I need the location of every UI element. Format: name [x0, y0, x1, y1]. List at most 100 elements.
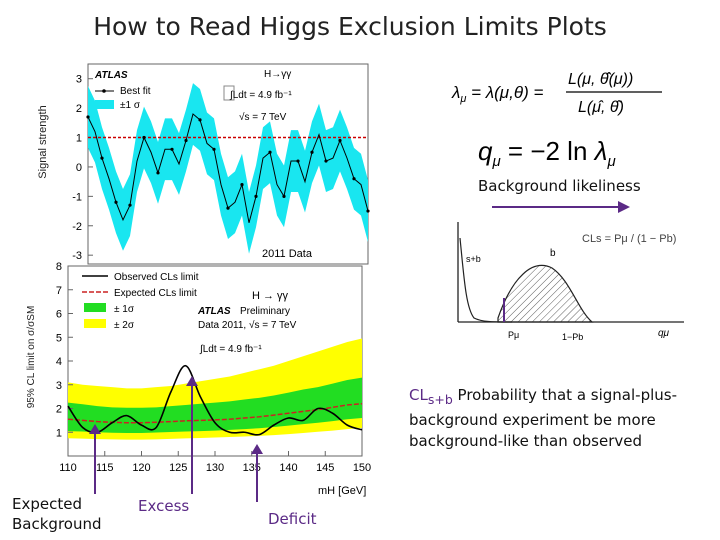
best-fit-point — [170, 147, 174, 151]
legend-best-fit: Best fit — [120, 86, 151, 97]
best-fit-point — [240, 182, 244, 187]
channel-label: H → γγ — [252, 290, 289, 302]
best-fit-point — [142, 135, 146, 140]
y-ticks: -3 -2 -1 0 1 2 3 — [72, 74, 93, 262]
sketch-label-pmu: Pμ — [508, 330, 519, 340]
b-hatched-area — [497, 264, 594, 323]
best-fit-point — [282, 194, 286, 198]
x-tick-label: 115 — [96, 462, 114, 474]
y-tick-label: -3 — [72, 250, 82, 262]
y-tick-label: 1 — [56, 427, 62, 439]
y-tick-label: -2 — [72, 221, 82, 233]
x-ticks: 110 115 120 125 130 135 140 145 150 — [59, 451, 371, 474]
cls-text: Probability that a signal-plus-backgroun… — [409, 386, 678, 450]
expected-background-label: Expected Background — [12, 495, 102, 533]
y-axis-label: 95% CL limit on σ/σSM — [26, 306, 37, 409]
best-fit-point — [324, 159, 328, 163]
x-tick-label: 125 — [169, 462, 187, 474]
likeliness-arrow — [492, 201, 630, 213]
expected-line — [67, 403, 363, 424]
best-fit-point — [268, 150, 272, 154]
legend-observed: Observed CLs limit — [114, 272, 199, 283]
legend-band-swatch — [95, 100, 114, 109]
expected-series — [67, 403, 363, 424]
y-tick-label: 5 — [56, 332, 62, 344]
best-fit-point — [338, 138, 342, 143]
y-tick-label: 7 — [56, 285, 62, 297]
energy-label: √s = 7 TeV — [239, 111, 287, 123]
x-tick-label: 140 — [279, 462, 297, 474]
y-tick-label: 2 — [56, 404, 62, 416]
y-tick-label: 6 — [56, 309, 62, 321]
legend-best-fit-marker — [102, 89, 106, 93]
x-tick-label: 145 — [316, 462, 334, 474]
legend-2sigma-swatch — [84, 319, 106, 328]
y-tick-label: -1 — [72, 191, 82, 203]
excess-arrow-head — [186, 376, 198, 386]
best-fit-point — [226, 206, 230, 210]
one-sigma-band — [68, 377, 362, 433]
cls-description: CLs+b Probability that a signal-plus-bac… — [409, 385, 709, 452]
y-tick-label: 0 — [76, 162, 82, 174]
status-label: Preliminary — [240, 306, 290, 317]
experiment-label: ATLAS — [197, 306, 231, 317]
y-tick-label: 1 — [76, 133, 82, 145]
best-fit-point — [310, 150, 314, 154]
exclusion-limit-chart: 95% CL limit on σ/σSM 1 2 3 4 5 6 7 8 110 115 120… — [26, 262, 371, 502]
best-fit-point — [198, 118, 202, 122]
sketch-label-1pb: 1−Pb — [562, 332, 583, 342]
cls-sketch: s+b b Pμ 1−Pb qμ CLs = Pμ / (1 − Pb) — [457, 222, 684, 342]
deficit-arrow-head — [251, 444, 263, 454]
x-tick-label: 150 — [353, 462, 371, 474]
legend-1sigma-swatch — [84, 303, 106, 312]
best-fit-point — [128, 203, 132, 207]
best-fit-series — [86, 113, 370, 223]
data-year-label: 2011 Data — [262, 248, 313, 260]
background-likeliness-label: Background likeliness — [478, 177, 641, 195]
data-info-label: Data 2011, √s = 7 TeV — [198, 319, 297, 331]
legend-1sigma: ± 1σ — [114, 304, 135, 315]
lumi-box — [223, 85, 235, 101]
lumi-label: ∫Ldt = 4.9 fb⁻¹ — [229, 90, 292, 101]
best-fit-point — [156, 171, 160, 175]
sketch-label-sb: s+b — [466, 254, 481, 264]
channel-label: H→γγ — [264, 69, 291, 80]
best-fit-point — [100, 156, 104, 160]
best-fit-point — [212, 147, 216, 151]
x-axis-label: mH [GeV] — [318, 485, 366, 497]
y-axis-label: Signal strength — [37, 105, 49, 178]
x-tick-label: 135 — [243, 462, 261, 474]
signal-strength-chart: Signal strength -3 -2 -1 0 1 2 3 ATLAS Best fi… — [37, 63, 370, 265]
experiment-label: ATLAS — [94, 70, 128, 81]
best-fit-point — [114, 200, 118, 204]
expected-arrow-head — [89, 424, 101, 434]
sigma-bands — [68, 338, 362, 440]
lambda-equation-text: λμ = λ(μ,θ) = — [451, 83, 543, 105]
observed-line — [67, 364, 363, 436]
sb-curve — [459, 237, 513, 323]
y-tick-label: 3 — [56, 380, 62, 392]
best-fit-point — [86, 115, 90, 119]
best-fit-point — [352, 177, 356, 181]
sketch-axis-label: qμ — [658, 328, 670, 339]
x-tick-label: 110 — [59, 462, 77, 474]
cls-symbol: CLs+b — [409, 386, 453, 407]
lambda-equation: λμ = λ(μ,θ) = L(μ, θ̂̂(μ)) L(μ̂, θ̂) qμ … — [451, 71, 662, 170]
lambda-numerator: L(μ, θ̂̂(μ)) — [568, 71, 633, 88]
best-fit-point — [296, 159, 300, 163]
y-ticks: 1 2 3 4 5 6 7 8 — [56, 262, 73, 439]
x-tick-label: 120 — [132, 462, 150, 474]
legend-2sigma: ± 2σ — [114, 320, 135, 331]
y-tick-label: 8 — [56, 262, 62, 273]
legend-expected: Expected CLs limit — [114, 288, 197, 299]
lumi-label: ∫Ldt = 4.9 fb⁻¹ — [199, 344, 262, 355]
y-tick-label: 2 — [76, 103, 82, 115]
excess-label: Excess — [138, 497, 190, 515]
deficit-label: Deficit — [268, 510, 317, 528]
x-tick-label: 130 — [206, 462, 224, 474]
y-tick-label: 4 — [56, 356, 62, 368]
best-fit-point — [366, 209, 370, 213]
observed-series — [67, 364, 363, 436]
legend-band: ±1 σ — [120, 100, 141, 111]
y-tick-label: 3 — [76, 74, 82, 86]
